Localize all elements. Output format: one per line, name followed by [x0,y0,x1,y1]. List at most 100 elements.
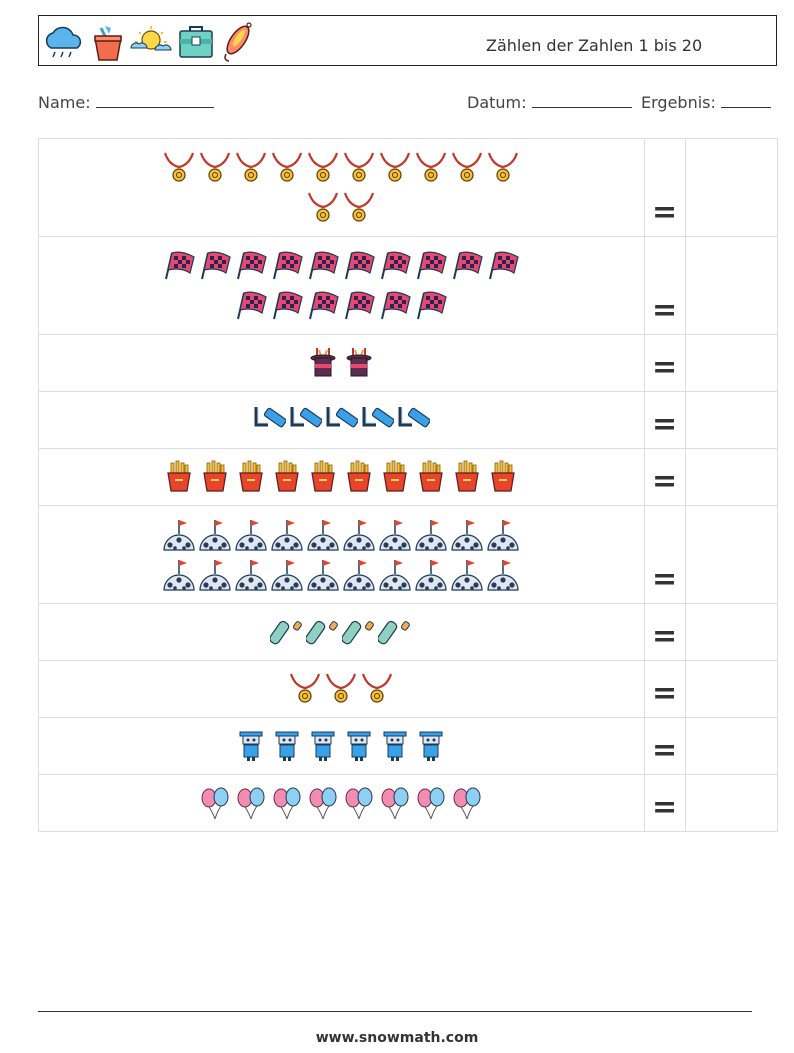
answer-cell[interactable] [684,505,778,604]
picture-line [39,346,644,380]
equals-sign: = [651,733,678,768]
medal-icon [344,192,375,222]
header-box: Zählen der Zahlen 1 bis 20 [38,15,777,66]
hockey-stick-icon [290,407,323,428]
golf-ball-flag-icon [379,519,411,551]
answer-cell[interactable] [684,334,778,392]
golf-ball-flag-icon [487,519,519,551]
equals-sign: = [651,407,678,442]
balloons-icon [453,787,481,820]
equals-sign: = [651,790,678,825]
bottle-icon [342,620,375,645]
robot-icon [347,731,371,761]
answer-cell[interactable] [684,236,778,335]
date-blank[interactable] [531,93,632,108]
picture-line [39,786,644,820]
counting-row: = [38,660,778,718]
answer-cell[interactable] [684,448,778,506]
medal-icon [308,192,339,222]
answer-cell[interactable] [684,138,778,237]
checkered-flag-icon [417,251,447,279]
bottle-icon [306,620,339,645]
french-fries-icon [491,460,516,492]
answer-cell[interactable] [684,774,778,832]
counting-row: = [38,138,778,237]
equals-cell: = [643,236,686,335]
picture-line [39,403,644,437]
medal-icon [362,673,393,703]
golf-ball-flag-icon [487,559,519,591]
equals-cell: = [643,660,686,718]
checkered-flag-icon [165,251,195,279]
answer-cell[interactable] [684,717,778,775]
checkered-flag-icon [417,291,447,319]
picture-cell [38,448,645,506]
date-label: Datum: [467,93,527,112]
header-icons [41,20,255,64]
answer-cell[interactable] [684,603,778,661]
picture-cell [38,236,645,335]
footer-divider [38,1011,752,1012]
golf-ball-flag-icon [271,559,303,591]
equals-sign: = [651,350,678,385]
medal-icon [326,673,357,703]
robot-icon [311,731,335,761]
equals-cell: = [643,774,686,832]
name-blank[interactable] [95,93,214,108]
checkered-flag-icon [453,251,483,279]
medal-icon [164,152,195,182]
counting-row: = [38,448,778,506]
answer-cell[interactable] [684,391,778,449]
picture-line [39,151,644,185]
equals-sign: = [651,619,678,654]
answer-cell[interactable] [684,660,778,718]
equals-cell: = [643,391,686,449]
balloons-icon [309,787,337,820]
counting-row: = [38,505,778,604]
equals-cell: = [643,505,686,604]
robot-icon [275,731,299,761]
picture-line [39,460,644,494]
french-fries-icon [167,460,192,492]
medal-icon [380,152,411,182]
magic-hat-icon [346,348,372,377]
french-fries-icon [383,460,408,492]
checkered-flag-icon [381,291,411,319]
result-blank[interactable] [720,93,771,108]
equals-cell: = [643,448,686,506]
checkered-flag-icon [381,251,411,279]
checkered-flag-icon [273,291,303,319]
medal-icon [272,152,303,182]
name-label: Name: [38,93,91,112]
robot-icon [383,731,407,761]
hockey-stick-icon [398,407,431,428]
picture-line [39,558,644,592]
picture-cell [38,774,645,832]
golf-ball-flag-icon [451,519,483,551]
counting-row: = [38,774,778,832]
bottle-icon [270,620,303,645]
picture-cell [38,603,645,661]
checkered-flag-icon [201,251,231,279]
medal-icon [488,152,519,182]
french-fries-icon [455,460,480,492]
bottle-icon [378,620,411,645]
golf-ball-flag-icon [163,519,195,551]
picture-line [39,615,644,649]
golf-ball-flag-icon [343,519,375,551]
golf-ball-flag-icon [235,559,267,591]
picture-cell [38,334,645,392]
equals-cell: = [643,138,686,237]
medal-icon [200,152,231,182]
robot-icon [419,731,443,761]
golf-ball-flag-icon [199,559,231,591]
golf-ball-flag-icon [271,519,303,551]
french-fries-icon [275,460,300,492]
checkered-flag-icon [345,291,375,319]
checkered-flag-icon [237,251,267,279]
french-fries-icon [419,460,444,492]
result-label: Ergebnis: [641,93,716,112]
hockey-stick-icon [254,407,287,428]
balloons-icon [237,787,265,820]
hockey-stick-icon [362,407,395,428]
